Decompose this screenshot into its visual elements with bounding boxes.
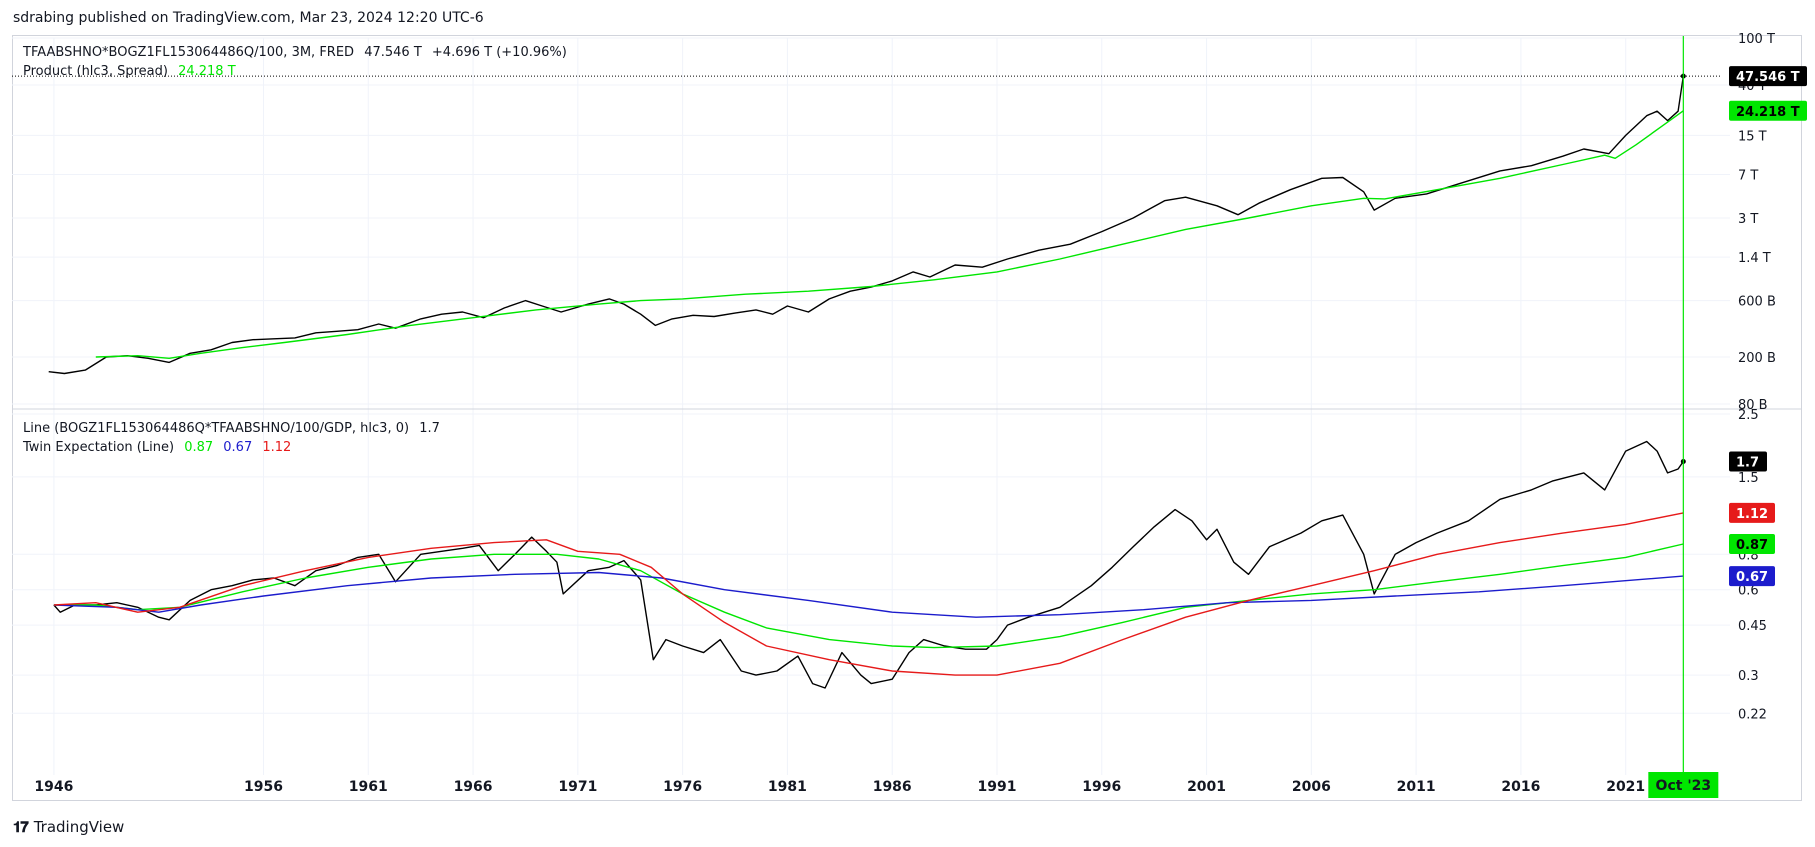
footer: 𝟏𝟕 TradingView [13,818,124,836]
badge-1-1: 1.12 [1729,502,1775,523]
tv-logo-icon[interactable]: 𝟏𝟕 [13,818,29,836]
publisher-caption: sdrabing published on TradingView.com, M… [13,10,484,26]
x-tick-0: 1946 [34,779,73,795]
y-tick-0-7: 200 B [1738,351,1776,366]
x-tick-3: 1966 [454,779,493,795]
badge-bg-0-0 [1729,66,1807,87]
badge-label-1-3: 0.67 [1736,570,1768,585]
y-tick-0-6: 600 B [1738,295,1776,310]
x-tick-2: 1961 [349,779,388,795]
y-tick-0-0: 100 T [1738,32,1775,47]
x-tick-11: 2006 [1292,779,1331,795]
badge-bg-1-1 [1729,502,1775,523]
badge-label-0-1: 24.218 T [1736,105,1800,120]
badge-label-1-2: 0.87 [1736,538,1768,553]
brand-label[interactable]: TradingView [33,818,125,836]
x-tick-5: 1976 [663,779,702,795]
x-tick-6: 1981 [768,779,807,795]
x-tick-7: 1986 [873,779,912,795]
bottom-legend: Line (BOGZ1FL153064486Q*TFAABSHNO/100/GD… [23,421,446,455]
top-legend: TFAABSHNO*BOGZ1FL153064486Q/100, 3M, FRE… [23,45,573,79]
y-tick-1-4: 0.45 [1738,619,1767,634]
y-tick-0-3: 7 T [1738,168,1758,183]
bottom-study-name[interactable]: Twin Expectation (Line) [23,440,175,455]
price-badges: 47.546 T 24.218 T 1.7 1.12 0.87 0.67 [1729,66,1807,587]
x-axis: 1946 1956 1961 1966 1971 1976 1981 1986 1991 1996… [34,779,1645,795]
bottom-pane-series [53,440,1686,689]
y-tick-1-0: 2.5 [1738,408,1759,423]
badge-bg-1-0 [1729,451,1767,472]
badge-0-1: 24.218 T [1729,100,1807,121]
top-last-value: 47.546 T [364,45,422,60]
bottom-symbol[interactable]: Line (BOGZ1FL153064486Q*TFAABSHNO/100/GD… [23,421,410,436]
top-symbol[interactable]: TFAABSHNO*BOGZ1FL153064486Q/100, 3M, FRE… [23,45,355,60]
x-tick-8: 1991 [977,779,1016,795]
bottom-y-axis: 2.51.50.80.60.450.30.22 [1738,408,1767,722]
y-tick-1-3: 0.6 [1738,584,1759,599]
series-line-1-0 [53,440,1684,689]
x-tick-9: 1996 [1082,779,1121,795]
y-tick-0-2: 15 T [1738,129,1767,144]
x-tick-4: 1971 [558,779,597,795]
bottom-last-value: 1.7 [419,421,440,436]
badge-label-1-1: 1.12 [1736,507,1768,522]
top-study-name[interactable]: Product (hlc3, Spread) [23,64,168,79]
x-tick-12: 2011 [1397,779,1436,795]
chart-frame [12,35,1802,801]
badge-label-0-0: 47.546 T [1736,70,1800,85]
badge-1-0: 1.7 [1729,451,1767,472]
series-line-1-3 [53,512,1684,676]
series-line-1-2 [53,571,1684,618]
x-tick-10: 2001 [1187,779,1226,795]
top-pane-series [12,73,1720,375]
series-line-1-1 [53,543,1684,649]
bottom-study-value-red: 1.12 [262,440,292,455]
top-change: +4.696 T (+10.96%) [431,45,567,60]
x-tick-13: 2016 [1501,779,1540,795]
top-study-value: 24.218 T [178,64,236,79]
bottom-study-value-green: 0.87 [184,440,214,455]
y-tick-0-4: 3 T [1738,212,1758,227]
badge-bg-1-3 [1729,566,1775,587]
y-tick-0-8: 80 B [1738,398,1768,413]
badge-1-3: 0.67 [1729,566,1775,587]
series-line-0-0 [48,76,1684,375]
cursor-label-bg [1648,772,1719,798]
badge-1-2: 0.87 [1729,533,1775,554]
badge-bg-0-1 [1729,100,1807,121]
grid-lines [12,37,1730,775]
y-tick-1-1: 1.5 [1738,471,1759,486]
x-tick-1: 1956 [244,779,283,795]
x-tick-14: 2021 [1606,779,1645,795]
bottom-study-value-blue: 0.67 [223,440,253,455]
y-tick-1-6: 0.22 [1738,707,1767,722]
cursor-label: Oct '23 [1656,778,1712,794]
badge-bg-1-2 [1729,533,1775,554]
badge-0-0: 47.546 T [1729,66,1807,87]
series-line-0-1 [95,110,1684,359]
y-tick-1-5: 0.3 [1738,669,1759,684]
badge-label-1-0: 1.7 [1736,455,1759,470]
y-tick-0-5: 1.4 T [1738,251,1771,266]
crosshair-cursor: Oct '23 [1648,36,1719,798]
